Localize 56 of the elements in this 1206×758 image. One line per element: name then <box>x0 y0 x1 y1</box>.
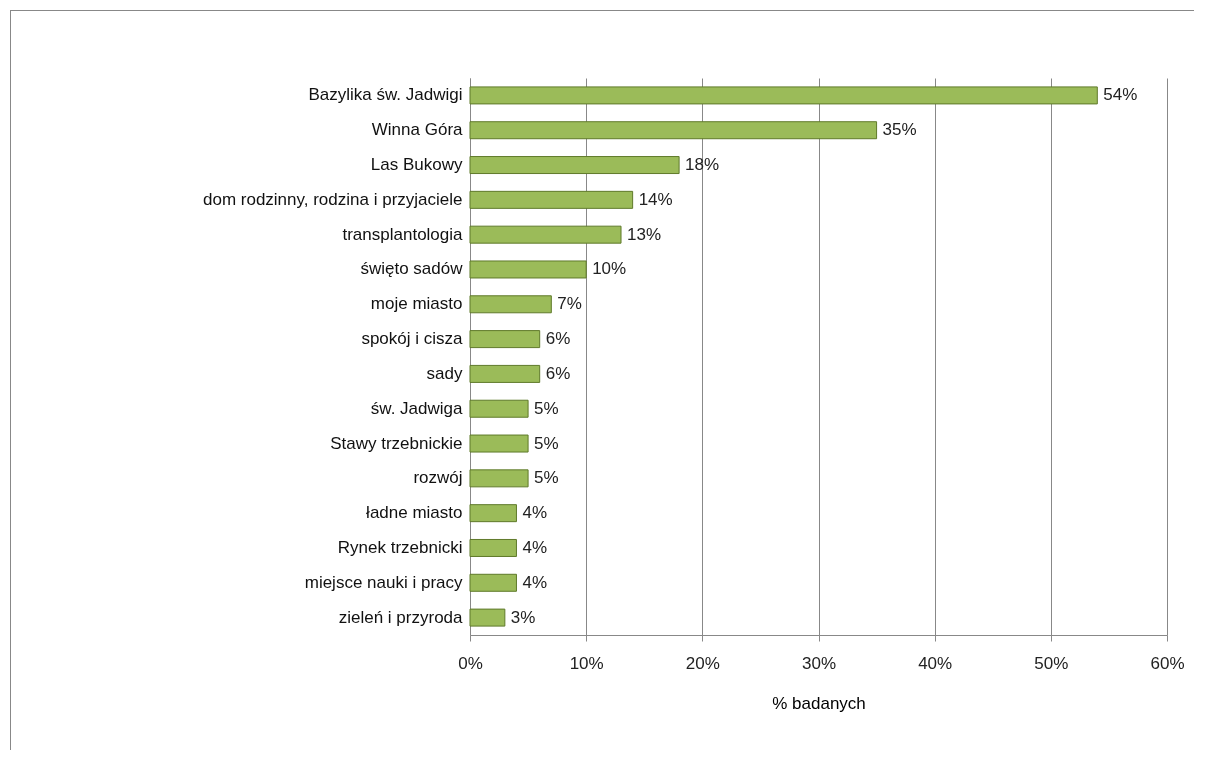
data-label: 7% <box>557 294 582 314</box>
y-tick-label: Rynek trzebnicki <box>337 537 463 557</box>
bar <box>469 608 506 627</box>
y-tick-label: św. Jadwiga <box>370 398 464 418</box>
y-tick-label: rozwój <box>413 468 463 488</box>
x-tick-label: 60% <box>1150 653 1185 673</box>
y-tick-label: moje miasto <box>370 294 463 314</box>
bar <box>469 538 517 557</box>
x-tick-label: 50% <box>1034 653 1069 673</box>
bar <box>469 260 587 279</box>
data-label: 3% <box>510 607 536 627</box>
bar <box>469 399 529 418</box>
bar <box>469 121 878 140</box>
y-tick-label: spokój i cisza <box>361 329 464 349</box>
y-tick-label: ładne miasto <box>366 503 463 523</box>
x-tick-label: 20% <box>685 653 720 673</box>
y-tick-label: Winna Góra <box>371 120 464 140</box>
data-label: 5% <box>534 433 559 453</box>
data-label: 5% <box>534 398 559 418</box>
y-tick-label: sady <box>426 363 463 383</box>
data-label: 4% <box>522 537 548 557</box>
data-label: 14% <box>638 189 673 209</box>
x-tick-label: 30% <box>801 653 837 673</box>
bar <box>469 86 1098 105</box>
bar <box>469 330 541 349</box>
bar <box>469 156 680 175</box>
y-tick-label: transplantologia <box>342 224 464 244</box>
y-tick-label: święto sadów <box>360 259 464 279</box>
data-label: 4% <box>522 503 548 523</box>
bar <box>469 573 517 592</box>
bar <box>469 225 622 244</box>
bar <box>469 190 634 209</box>
data-label: 6% <box>545 329 571 349</box>
x-tick-label: 40% <box>918 653 953 673</box>
data-label: 13% <box>627 224 662 244</box>
bar <box>469 434 529 453</box>
data-label: 54% <box>1103 85 1138 105</box>
bar <box>469 469 529 488</box>
y-tick-label: Las Bukowy <box>370 155 463 175</box>
data-label: 10% <box>592 259 627 279</box>
y-tick-label: Stawy trzebnickie <box>330 433 463 453</box>
data-label: 5% <box>534 468 559 488</box>
bar <box>469 504 517 523</box>
bar <box>469 364 541 383</box>
x-axis-title: % badanych <box>772 693 866 713</box>
data-label: 35% <box>882 120 917 140</box>
data-label: 6% <box>545 363 571 383</box>
data-label: 4% <box>522 572 548 592</box>
x-tick-label: 0% <box>458 653 483 673</box>
data-label: 18% <box>685 155 720 175</box>
y-tick-label: zieleń i przyroda <box>338 607 464 627</box>
bar <box>469 295 552 314</box>
y-tick-label: dom rodzinny, rodzina i przyjaciele <box>202 189 463 209</box>
x-tick-label: 10% <box>569 653 604 673</box>
y-tick-label: miejsce nauki i pracy <box>304 572 463 592</box>
y-tick-label: Bazylika św. Jadwigi <box>308 85 463 105</box>
